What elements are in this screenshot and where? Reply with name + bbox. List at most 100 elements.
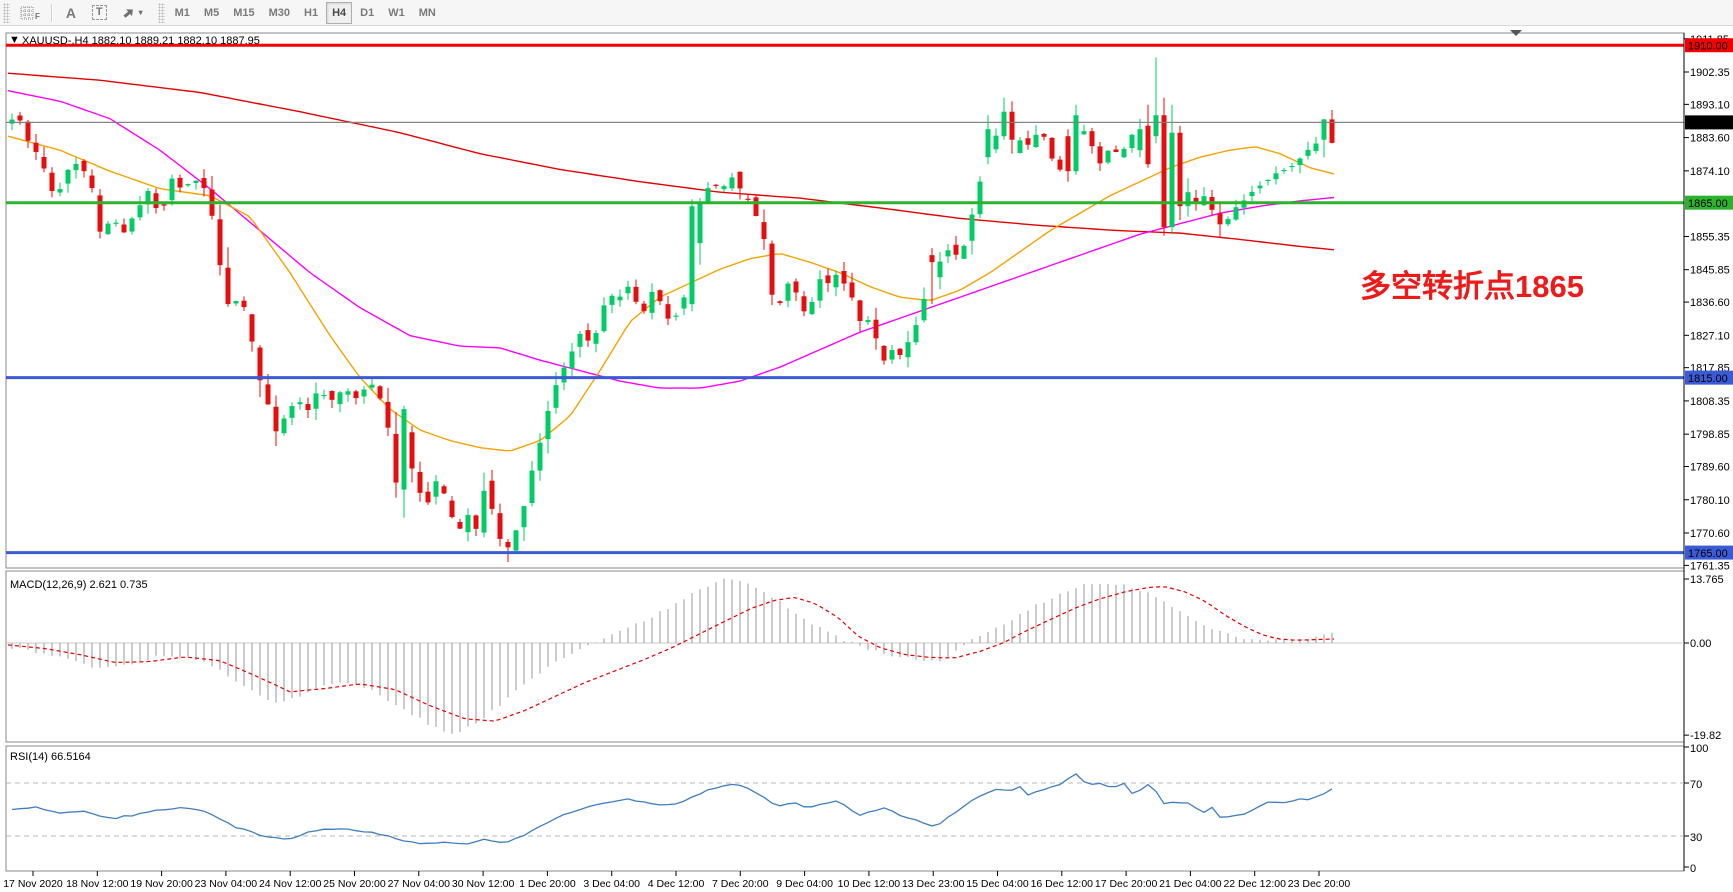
- macd-scale-label: 13.765: [1690, 574, 1724, 586]
- time-tick-label: 16 Dec 12:00: [1031, 878, 1094, 890]
- chart-panels[interactable]: [5, 32, 1685, 872]
- candle-body: [313, 393, 319, 409]
- grid-icon: [20, 6, 34, 19]
- candle-body: [329, 391, 335, 400]
- price-tick-label: 1902.35: [1690, 67, 1730, 79]
- timeframe-button-h4[interactable]: H4: [326, 1, 353, 24]
- candle-body: [1025, 138, 1031, 145]
- timeframe-button-m1[interactable]: M1: [169, 2, 196, 24]
- candle-body: [569, 351, 575, 369]
- price-axis-bg[interactable]: [1685, 26, 1733, 892]
- candle-body: [225, 267, 231, 305]
- candle-body: [1057, 159, 1063, 170]
- candle-body: [481, 490, 487, 533]
- candle-body: [1049, 137, 1055, 159]
- candle-body: [193, 180, 199, 183]
- candle-body: [881, 345, 887, 361]
- candle-body: [657, 290, 663, 302]
- candle-body: [1249, 191, 1255, 197]
- candle-body: [241, 300, 247, 308]
- candle-body: [49, 172, 55, 192]
- timeframe-toolbar-grip[interactable]: [157, 2, 165, 23]
- candle-body: [849, 282, 855, 298]
- toolbar-grip[interactable]: [3, 2, 10, 23]
- price-flag-support-1765: [1685, 545, 1733, 560]
- price-axis[interactable]: 1911.851902.351893.101883.601874.101855.…: [1683, 26, 1733, 892]
- candle-body: [1217, 213, 1223, 225]
- candle-body: [233, 300, 239, 304]
- candle-body: [609, 295, 615, 305]
- timeframe-button-m30[interactable]: M30: [263, 2, 296, 24]
- candle-body: [1073, 115, 1079, 172]
- candle-body: [337, 392, 343, 405]
- candle-body: [865, 320, 871, 323]
- timeframe-button-w1[interactable]: W1: [382, 2, 411, 24]
- candle-body: [873, 319, 879, 339]
- candle-body: [249, 314, 255, 342]
- price-flag-label: 1815.00: [1688, 373, 1728, 385]
- candle-body: [937, 261, 943, 278]
- candle-body: [985, 129, 991, 158]
- price-tick-label: 1836.60: [1690, 297, 1730, 309]
- main-toolbar: F A T ▾ M1 M5 M15 M30 H1 H4 D1 W1 MN: [0, 0, 1733, 26]
- candle-body: [257, 347, 263, 381]
- candle-body: [177, 177, 183, 188]
- toolbar-separator: [50, 3, 53, 22]
- price-tick-label: 1874.10: [1690, 166, 1730, 178]
- macd-panel[interactable]: [5, 570, 1685, 743]
- time-tick-label: 4 Dec 12:00: [648, 878, 705, 890]
- candle-body: [665, 304, 671, 319]
- candle-body: [633, 286, 639, 302]
- candle-body: [1225, 219, 1231, 225]
- time-tick-label: 17 Nov 2020: [3, 878, 63, 890]
- rsi-panel[interactable]: [5, 745, 1685, 872]
- text-tool-button[interactable]: A: [58, 2, 84, 24]
- text-label-tool-button[interactable]: T: [86, 2, 113, 24]
- candle-body: [17, 115, 23, 121]
- candle-body: [1065, 136, 1071, 172]
- candle-body: [145, 190, 151, 205]
- candle-body: [217, 219, 223, 266]
- candle-body: [289, 405, 295, 418]
- candle-body: [1161, 115, 1167, 228]
- time-tick-label: 30 Nov 12:00: [452, 878, 515, 890]
- candle-body: [153, 193, 159, 209]
- timeframe-button-d1[interactable]: D1: [354, 2, 380, 24]
- time-tick-label: 9 Dec 04:00: [776, 878, 833, 890]
- timeframe-button-h1[interactable]: H1: [298, 2, 324, 24]
- time-tick-label: 18 Nov 12:00: [66, 878, 129, 890]
- candle-body: [817, 279, 823, 301]
- timeframe-button-m15[interactable]: M15: [227, 2, 260, 24]
- candle-body: [897, 348, 903, 356]
- time-tick-label: 15 Dec 04:00: [966, 878, 1029, 890]
- timeframe-button-m5[interactable]: M5: [198, 2, 225, 24]
- grid-f-tool-button[interactable]: F: [14, 2, 46, 24]
- macd-scale-label: -19.82: [1690, 730, 1721, 742]
- candle-body: [537, 442, 543, 471]
- chart-shift-marker-icon[interactable]: [1510, 30, 1522, 36]
- candle-body: [73, 163, 79, 171]
- candle-body: [473, 515, 479, 529]
- price-tick-label: 1808.35: [1690, 396, 1730, 408]
- arrows-tool-button[interactable]: ▾: [115, 2, 149, 24]
- annotation-group[interactable]: 多空转折点1865: [1360, 269, 1584, 304]
- macd-label: MACD(12,26,9) 2.621 0.735: [10, 579, 148, 591]
- candle-body: [705, 188, 711, 202]
- time-tick-label: 24 Nov 12:00: [259, 878, 322, 890]
- dropdown-caret-icon: ▾: [138, 8, 143, 17]
- candle-body: [1281, 169, 1287, 172]
- timeframe-button-mn[interactable]: MN: [413, 2, 442, 24]
- candle-body: [297, 402, 303, 405]
- time-tick-label: 10 Dec 12:00: [838, 878, 901, 890]
- candle-body: [673, 315, 679, 317]
- time-tick-label: 27 Nov 04:00: [388, 878, 451, 890]
- time-axis[interactable]: 17 Nov 2020 18 Nov 12:00 19 Nov 20:00 23 No…: [3, 871, 1350, 890]
- candle-body: [489, 480, 495, 509]
- candle-body: [1177, 132, 1183, 207]
- candle-body: [369, 384, 375, 388]
- candle-body: [585, 330, 591, 341]
- candle-body: [449, 500, 455, 518]
- candle-body: [1081, 131, 1087, 135]
- candle-body: [161, 204, 167, 206]
- candle-body: [25, 121, 31, 141]
